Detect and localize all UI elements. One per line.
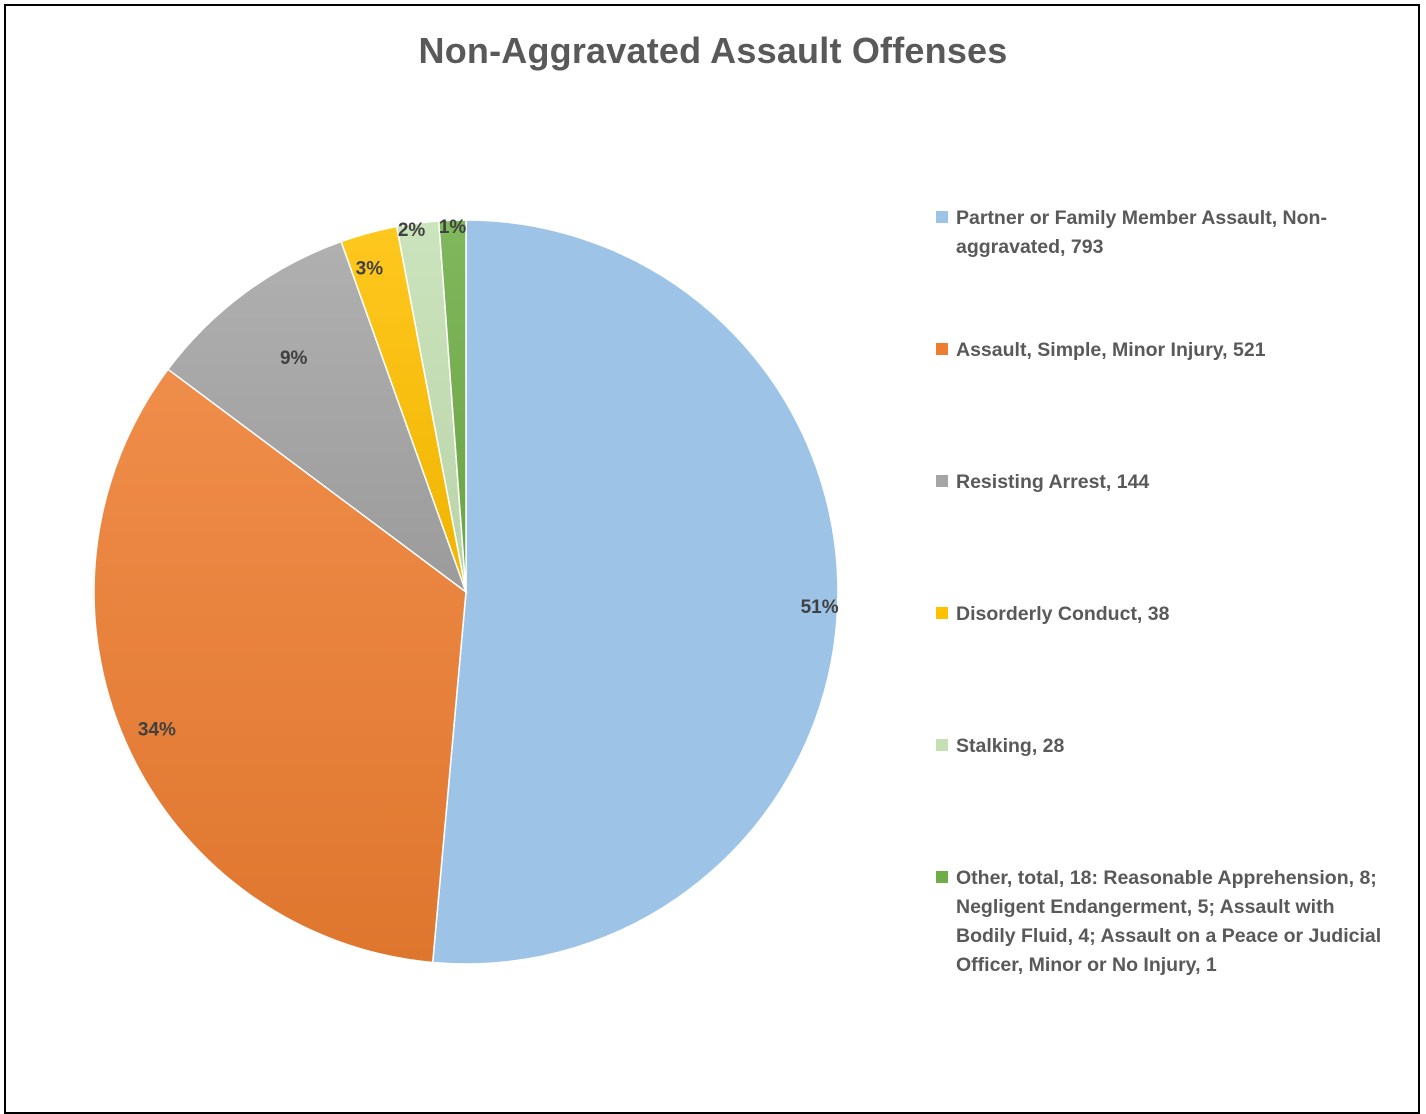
legend-label: Disorderly Conduct, 38 <box>956 603 1170 625</box>
legend-item: Assault, Simple, Minor Injury, 521 <box>936 336 1406 365</box>
pie-slices <box>93 219 839 965</box>
legend-label: Partner or Family Member Assault, Non-ag… <box>956 207 1327 258</box>
chart-title: Non-Aggravated Assault Offenses <box>418 30 1008 71</box>
pie-slice-3 <box>166 240 468 595</box>
legend-label: Assault, Simple, Minor Injury, 521 <box>956 339 1266 361</box>
pie-data-label-4: 3% <box>356 258 384 279</box>
pie-slice-6 <box>437 219 467 593</box>
legend-item: Other, total, 18: Reasonable Apprehensio… <box>936 864 1406 980</box>
pie-data-label-3: 9% <box>280 348 308 369</box>
legend-label: Stalking, 28 <box>956 735 1065 757</box>
legend-swatch <box>936 343 948 355</box>
pie-slice-1 <box>431 219 839 965</box>
legend-item: Disorderly Conduct, 38 <box>936 600 1406 629</box>
legend-swatch <box>936 475 948 487</box>
legend-item: Partner or Family Member Assault, Non-ag… <box>936 204 1406 262</box>
legend-item: Stalking, 28 <box>936 732 1406 761</box>
legend-swatch <box>936 607 948 619</box>
legend-label: Resisting Arrest, 144 <box>956 471 1150 493</box>
legend-label: Other, total, 18: Reasonable Apprehensio… <box>956 867 1382 976</box>
legend-swatch <box>936 871 948 883</box>
legend-item: Resisting Arrest, 144 <box>936 468 1406 497</box>
legend-swatch <box>936 739 948 751</box>
pie-data-label-6: 1% <box>439 217 467 238</box>
pie-data-label-1: 51% <box>801 597 839 618</box>
pie-data-label-5: 2% <box>398 220 426 241</box>
pie-slice-2 <box>93 368 467 964</box>
legend-swatch <box>936 211 948 223</box>
pie-labels: 51% 34% 9% 3% 2% 1% <box>138 217 839 740</box>
pie-data-label-2: 34% <box>138 719 176 740</box>
